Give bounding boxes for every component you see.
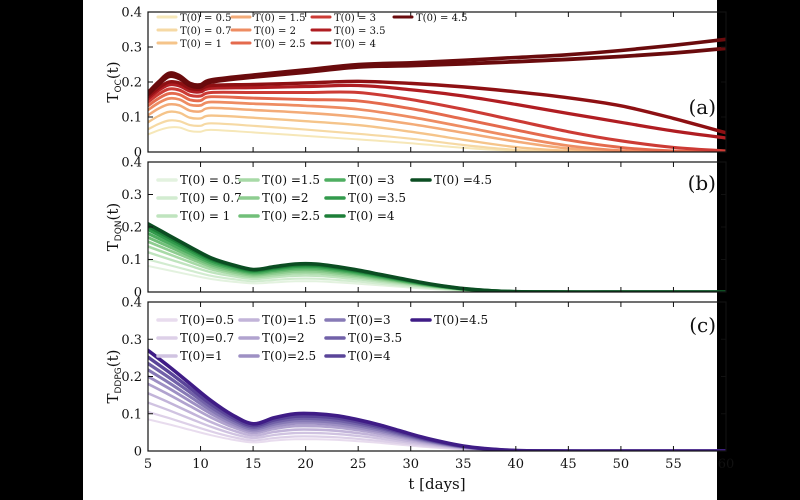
series-line-7 — [148, 231, 726, 292]
legend-label: T(0) = 1 — [180, 39, 222, 50]
y-tick-label: 0.2 — [121, 370, 142, 385]
series-line-9 — [148, 79, 726, 135]
y-tick-label: 0.3 — [121, 333, 142, 348]
y-tick-label: 0.4 — [121, 6, 142, 21]
legend-label: T(0) =2 — [262, 191, 309, 205]
y-axis-label-main: T — [104, 93, 122, 103]
legend: T(0) = 0.5 T(0) = 1.5 T(0) = 3 T(0) = 4.5 T(… — [156, 13, 467, 50]
x-tick-label: 55 — [665, 457, 682, 472]
legend-label: T(0) = 0.7 — [180, 26, 231, 37]
x-tick-label: 40 — [508, 457, 525, 472]
y-tick-label: 0.2 — [121, 221, 142, 236]
panel-label: (c) — [689, 313, 716, 337]
y-tick-label: 0 — [134, 286, 142, 301]
y-axis-label-main: T — [104, 393, 122, 403]
panel-2: 0 0.1 0.2 0.3 0.4 TDQN(t) (b) T(0) = 0.5 T(0) =1… — [104, 156, 727, 301]
legend-label: T(0) = 3 — [334, 13, 376, 24]
series-line-11 — [148, 46, 726, 97]
y-tick-label: 0.1 — [121, 111, 142, 126]
y-axis-label: TDDPG(t) — [104, 349, 124, 403]
y-axis-label-sub: DDPG — [114, 367, 124, 393]
series-group — [148, 348, 726, 451]
legend-label: T(0)=4 — [348, 349, 391, 363]
series-line-5 — [148, 96, 675, 152]
legend-label: T(0) =1.5 — [262, 173, 320, 187]
x-tick-label: 60 — [718, 457, 735, 472]
y-tick-label: 0.3 — [121, 188, 142, 203]
series-line-8 — [148, 82, 726, 140]
panel-3: 0 0.1 0.2 0.3 0.4 5 10 15 20 25 30 35 40 45 50 55 60 t [d… — [104, 296, 734, 494]
y-axis-label: TDQN(t) — [104, 203, 124, 252]
series-line-10 — [148, 37, 726, 95]
legend-label: T(0)=3.5 — [348, 331, 402, 345]
legend-label: T(0) = 0.5 — [180, 173, 242, 187]
legend-label: T(0) =3 — [348, 173, 395, 187]
legend-label: T(0)=1.5 — [262, 313, 316, 327]
series-line-10 — [148, 348, 726, 451]
series-line-3 — [148, 110, 623, 152]
y-tick-label: 0.3 — [121, 41, 142, 56]
legend-label: T(0) = 3.5 — [334, 26, 385, 37]
y-tick-label: 0 — [134, 146, 142, 161]
legend-label: T(0)=0.7 — [180, 331, 234, 345]
x-tick-label: 35 — [455, 457, 472, 472]
series-line-2 — [148, 119, 570, 152]
legend-label: T(0) = 0.5 — [180, 13, 231, 24]
series-line-1 — [148, 126, 570, 152]
x-axis-label: t [days] — [408, 475, 465, 493]
y-axis-label-tail: (t) — [104, 203, 122, 221]
y-axis-label-tail: (t) — [104, 61, 122, 79]
panel-label: (b) — [688, 171, 716, 195]
legend-label: T(0) = 0.7 — [180, 191, 242, 205]
y-tick-label: 0.1 — [121, 253, 142, 268]
legend-label: T(0)=1 — [180, 349, 223, 363]
legend-label: T(0) =4.5 — [434, 173, 492, 187]
y-tick-label: 0.4 — [121, 156, 142, 171]
y-tick-label: 0.1 — [121, 407, 142, 422]
legend-label: T(0)=2.5 — [262, 349, 316, 363]
y-tick-label: 0 — [134, 445, 142, 460]
legend-label: T(0) =3.5 — [348, 191, 406, 205]
y-tick-label: 0.2 — [121, 76, 142, 91]
panel-label: (a) — [688, 95, 716, 119]
x-tick-label: 25 — [350, 457, 367, 472]
x-tick-label: 50 — [613, 457, 630, 472]
legend-label: T(0) = 2.5 — [254, 39, 305, 50]
legend-label: T(0)=2 — [262, 331, 305, 345]
y-axis-label: TOC(t) — [104, 61, 124, 102]
series-line-4 — [148, 102, 675, 152]
y-axis-label-tail: (t) — [104, 349, 122, 367]
series-line-6 — [148, 91, 726, 152]
series-line-7 — [148, 87, 726, 152]
legend-label: T(0)=0.5 — [180, 313, 234, 327]
legend-label: T(0) = 2 — [254, 26, 296, 37]
x-tick-label: 15 — [245, 457, 262, 472]
legend-label: T(0) = 1 — [180, 209, 230, 223]
x-tick-label: 10 — [192, 457, 209, 472]
x-tick-label: 20 — [297, 457, 314, 472]
y-axis-label-sub: OC — [114, 79, 124, 92]
legend-label: T(0) =2.5 — [262, 209, 320, 223]
legend-label: T(0) = 4 — [334, 39, 376, 50]
y-tick-label: 0.4 — [121, 296, 142, 311]
series-line-7 — [148, 368, 726, 451]
x-tick-label: 45 — [560, 457, 577, 472]
legend-label: T(0) =4 — [348, 209, 395, 223]
x-tick-label: 5 — [144, 457, 152, 472]
series-group — [148, 37, 726, 152]
y-axis-label-main: T — [104, 241, 122, 251]
panel-1: 0 0.1 0.2 0.3 0.4 TOC(t) (a) T(0) = 0.5 T(0) = 1… — [104, 6, 727, 161]
legend-label: T(0) = 1.5 — [254, 13, 305, 24]
x-tick-label: 30 — [402, 457, 419, 472]
legend: T(0)=0.5 T(0)=1.5 T(0)=3 T(0)=4.5 T(0)=0.7 T(… — [156, 313, 488, 363]
legend-label: T(0)=3 — [348, 313, 391, 327]
legend-label: T(0)=4.5 — [434, 313, 488, 327]
series-group — [148, 221, 726, 292]
legend-label: T(0) = 4.5 — [416, 13, 467, 24]
y-axis-label-sub: DQN — [114, 220, 124, 241]
legend: T(0) = 0.5 T(0) =1.5 T(0) =3 T(0) =4.5 T(0) … — [156, 173, 492, 223]
